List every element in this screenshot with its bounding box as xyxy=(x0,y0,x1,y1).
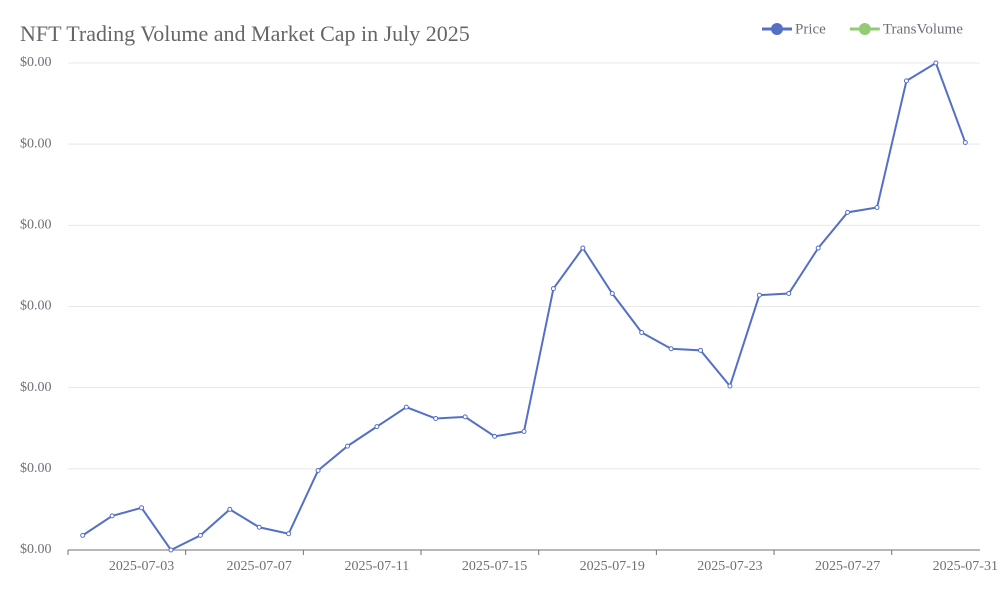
y-tick-label: $0.00 xyxy=(20,218,52,233)
data-point xyxy=(374,424,380,430)
data-point xyxy=(962,140,968,146)
legend-label: TransVolume xyxy=(883,21,963,37)
data-point xyxy=(756,292,762,298)
x-tick-label: 2025-07-07 xyxy=(227,559,292,574)
data-point xyxy=(698,347,704,353)
data-point xyxy=(80,532,86,538)
data-point xyxy=(903,78,909,84)
data-point xyxy=(315,467,321,473)
data-point xyxy=(403,404,409,410)
data-point xyxy=(933,60,939,66)
data-point xyxy=(139,505,145,511)
y-tick-label: $0.00 xyxy=(20,461,52,476)
x-tick-label: 2025-07-15 xyxy=(462,559,527,574)
data-point xyxy=(286,531,292,537)
y-tick-label: $0.00 xyxy=(20,542,52,557)
data-point xyxy=(344,443,350,449)
data-point xyxy=(462,414,468,420)
data-point xyxy=(550,286,556,292)
legend-symbol xyxy=(858,23,871,35)
data-point xyxy=(433,416,439,422)
x-tick-label: 2025-07-03 xyxy=(109,559,174,574)
y-tick-label: $0.00 xyxy=(20,380,52,395)
y-tick-label: $0.00 xyxy=(20,55,52,70)
data-point xyxy=(815,245,821,251)
data-point xyxy=(109,513,115,519)
x-tick-label: 2025-07-31 xyxy=(933,559,998,574)
data-point xyxy=(639,329,645,335)
data-point xyxy=(727,383,733,389)
x-tick-label: 2025-07-11 xyxy=(344,559,409,574)
data-point xyxy=(580,245,586,251)
legend-label: Price xyxy=(795,21,826,37)
x-tick-label: 2025-07-27 xyxy=(815,559,880,574)
y-tick-label: $0.00 xyxy=(20,299,52,314)
data-point xyxy=(256,524,262,530)
x-tick-label: 2025-07-19 xyxy=(580,559,645,574)
data-point xyxy=(668,346,674,352)
data-point xyxy=(227,506,233,512)
data-point xyxy=(609,291,615,297)
x-tick-label: 2025-07-23 xyxy=(697,559,762,574)
data-point xyxy=(521,428,527,434)
legend-item: TransVolume xyxy=(849,21,963,37)
chart-title: NFT Trading Volume and Market Cap in Jul… xyxy=(20,21,470,46)
data-point xyxy=(786,291,792,297)
y-tick-label: $0.00 xyxy=(20,136,52,151)
legend-symbol xyxy=(771,23,783,35)
data-point xyxy=(492,433,498,439)
data-point xyxy=(845,209,851,215)
data-point xyxy=(874,204,880,210)
data-point xyxy=(197,532,203,538)
legend-item: Price xyxy=(762,21,826,37)
data-point xyxy=(168,547,174,553)
